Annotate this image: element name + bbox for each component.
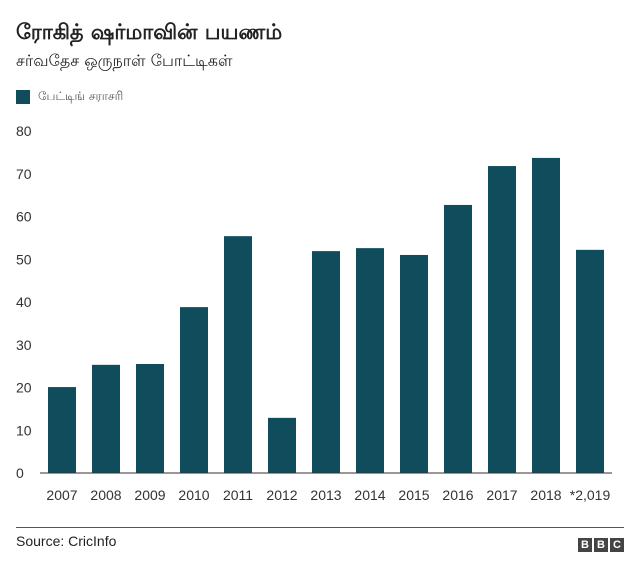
y-tick-label: 70 [16, 166, 32, 182]
y-tick-label: 50 [16, 251, 32, 267]
x-tick-label: 2011 [223, 487, 253, 503]
source-text: Source: CricInfo [16, 533, 117, 549]
bar-chart: 0 10 20 30 40 50 60 70 80 2007 2008 2009 2010 2011 201… [16, 123, 612, 503]
x-tick-label: 2007 [46, 487, 77, 503]
x-tick-label: 2012 [266, 487, 297, 503]
bar [532, 157, 560, 473]
x-tick-label: 2010 [178, 487, 209, 503]
legend-swatch [16, 90, 30, 104]
x-tick-label: 2017 [486, 487, 517, 503]
bar [356, 248, 384, 473]
logo-letter: C [610, 538, 624, 552]
bar [444, 204, 472, 473]
bar [136, 363, 164, 473]
y-tick-label: 20 [16, 380, 32, 396]
bar [268, 417, 296, 473]
legend-label: பேட்டிங் சராசரி [38, 89, 124, 103]
logo-letter: B [578, 538, 592, 552]
x-tick-label: 2009 [134, 487, 165, 503]
y-tick-label: 10 [16, 422, 32, 438]
x-tick-label: 2018 [530, 487, 561, 503]
x-tick-label: 2016 [442, 487, 473, 503]
y-tick-label: 30 [16, 337, 32, 353]
bar [576, 249, 604, 473]
y-tick-label: 80 [16, 123, 32, 139]
x-tick-label: 2015 [398, 487, 429, 503]
bar [312, 251, 340, 473]
y-tick-label: 0 [16, 465, 24, 481]
bar [488, 166, 516, 473]
logo-letter: B [594, 538, 608, 552]
bar [48, 387, 76, 473]
x-tick-label: 2008 [90, 487, 121, 503]
bar [224, 236, 252, 473]
x-tick-label: 2013 [310, 487, 341, 503]
chart-subtitle: சர்வதேச ஒருநாள் போட்டிகள் [16, 51, 233, 70]
chart-title: ரோகித் ஷர்மாவின் பயணம் [16, 20, 283, 44]
bar [400, 254, 428, 473]
divider [16, 527, 624, 528]
legend: பேட்டிங் சராசரி [16, 89, 123, 105]
bar [92, 364, 120, 473]
x-tick-label: 2014 [354, 487, 385, 503]
bar [180, 307, 208, 473]
y-tick-label: 60 [16, 209, 32, 225]
x-tick-label: *2,019 [570, 487, 611, 503]
y-tick-label: 40 [16, 294, 32, 310]
bbc-logo: B B C [578, 538, 624, 552]
